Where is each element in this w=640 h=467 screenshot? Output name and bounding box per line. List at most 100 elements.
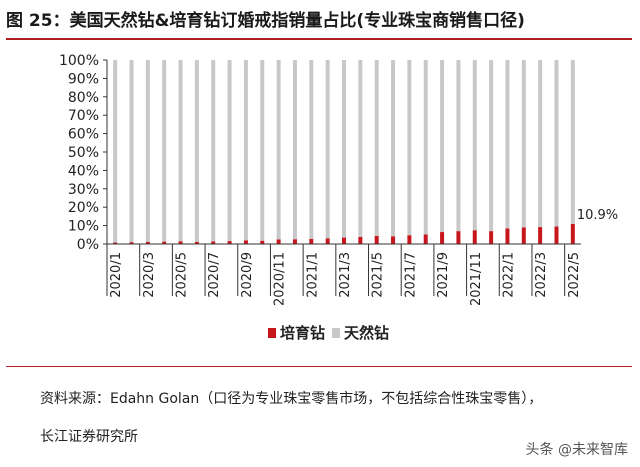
bar-lab-grown [570, 223, 575, 244]
bar-natural [276, 60, 281, 240]
chart-title: 图 25：美国天然钻&培育钻订婚戒指销量占比(专业珠宝商销售口径) [6, 11, 525, 31]
x-tick-label: 2022/1 [501, 252, 516, 298]
bar-lab-grown [407, 235, 412, 244]
bar-lab-grown [309, 238, 314, 244]
x-tick-label: 2020/7 [207, 252, 222, 298]
title-divider [6, 38, 632, 40]
x-tick-label: 2021/9 [436, 252, 451, 298]
x-tick-label: 2021/5 [371, 252, 386, 298]
y-tick-label: 100% [59, 53, 99, 69]
bar-natural [211, 60, 216, 242]
bar-lab-grown [489, 231, 494, 244]
bar-lab-grown [456, 231, 461, 244]
bar-lab-grown [113, 242, 118, 244]
legend: 培育钻 天然钻 [268, 324, 389, 342]
legend-swatch [332, 328, 340, 338]
bar-lab-grown [194, 241, 199, 244]
bar-lab-grown [145, 241, 150, 244]
bar-natural [407, 60, 412, 236]
bar-natural [243, 60, 248, 241]
bar-natural [505, 60, 510, 229]
y-tick-label: 60% [68, 127, 99, 143]
y-tick-label: 30% [68, 182, 99, 198]
x-tick-label: 2020/11 [273, 252, 288, 306]
x-tick-label: 2021/3 [338, 252, 353, 298]
x-tick-label: 2020/3 [142, 252, 157, 298]
bar-natural [113, 60, 118, 243]
legend-label: 培育钻 [280, 324, 325, 342]
source-note: 资料来源：Edahn Golan（口径为专业珠宝零售市场，不包括综合性珠宝零售）… [40, 391, 543, 407]
bar-natural [374, 60, 379, 236]
bar-natural [358, 60, 363, 238]
bar-lab-grown [440, 232, 445, 244]
bar-natural [325, 60, 330, 239]
bars-group: 10.9% [113, 60, 618, 244]
bar-lab-grown [227, 241, 232, 244]
bar-natural [456, 60, 461, 232]
bar-lab-grown [211, 241, 216, 244]
legend-swatch [268, 328, 276, 338]
organization-name: 长江证券研究所 [40, 429, 138, 445]
bar-natural [521, 60, 526, 228]
y-tick-label: 80% [68, 90, 99, 106]
bar-natural [570, 60, 575, 224]
bar-lab-grown [423, 234, 428, 244]
x-tick-label: 2021/7 [403, 252, 418, 298]
bar-natural [194, 60, 199, 242]
x-tick-label: 2022/5 [567, 252, 582, 298]
stacked-bar-chart: 0%10%20%30%40%50%60%70%80%90%100% 10.9% … [59, 53, 618, 342]
bar-natural [440, 60, 445, 233]
bar-natural [162, 60, 167, 242]
bar-lab-grown [472, 230, 477, 244]
bar-natural [423, 60, 428, 235]
bar-lab-grown [162, 241, 167, 244]
bar-lab-grown [391, 236, 396, 244]
x-tick-label: 2020/1 [109, 252, 124, 298]
last-value-label: 10.9% [577, 208, 618, 223]
watermark: 头条 @未来智库 [521, 438, 632, 460]
bar-natural [472, 60, 477, 231]
bar-natural [260, 60, 265, 241]
x-tick-label: 2021/1 [305, 252, 320, 298]
x-tick-label: 2020/9 [240, 252, 255, 298]
bar-natural [554, 60, 559, 227]
y-axis: 0% 10% 20% 30% 40% 50% 60% 70% 80% 90% 100% [59, 53, 108, 253]
bar-natural [178, 60, 183, 242]
y-tick-label: 70% [68, 108, 99, 124]
bar-natural [292, 60, 297, 240]
bar-lab-grown [374, 235, 379, 244]
y-tick-label: 50% [68, 145, 99, 161]
y-tick-label: 90% [68, 71, 99, 87]
bar-lab-grown [505, 228, 510, 244]
bar-natural [489, 60, 494, 232]
bar-lab-grown [260, 240, 265, 244]
bar-lab-grown [178, 241, 183, 244]
bar-lab-grown [554, 226, 559, 244]
y-tick-label: 40% [68, 163, 99, 179]
bar-lab-grown [276, 239, 281, 244]
bar-lab-grown [325, 238, 330, 244]
x-tick-label: 2020/5 [175, 252, 190, 298]
bar-natural [129, 60, 134, 243]
bar-natural [391, 60, 396, 237]
y-tick-label: 20% [68, 200, 99, 216]
bar-lab-grown [358, 237, 363, 244]
bar-lab-grown [129, 242, 134, 244]
x-tick-label: 2022/3 [534, 252, 549, 298]
bar-lab-grown [292, 239, 297, 244]
x-tick-label: 2021/11 [469, 252, 484, 306]
bar-natural [145, 60, 150, 242]
y-tick-label: 0% [77, 237, 99, 253]
bar-lab-grown [538, 227, 543, 244]
bar-natural [342, 60, 346, 238]
legend-label: 天然钻 [344, 324, 389, 342]
bar-natural [309, 60, 314, 239]
bar-lab-grown [243, 240, 248, 244]
bar-lab-grown [521, 227, 526, 244]
bar-natural [538, 60, 543, 228]
bar-natural [227, 60, 232, 242]
footer-divider [6, 366, 632, 367]
y-tick-label: 10% [68, 219, 99, 235]
x-axis: 2020/1 2020/3 2020/5 2020/7 2020/9 2020/11 202… [106, 243, 582, 306]
bar-lab-grown [342, 237, 346, 244]
